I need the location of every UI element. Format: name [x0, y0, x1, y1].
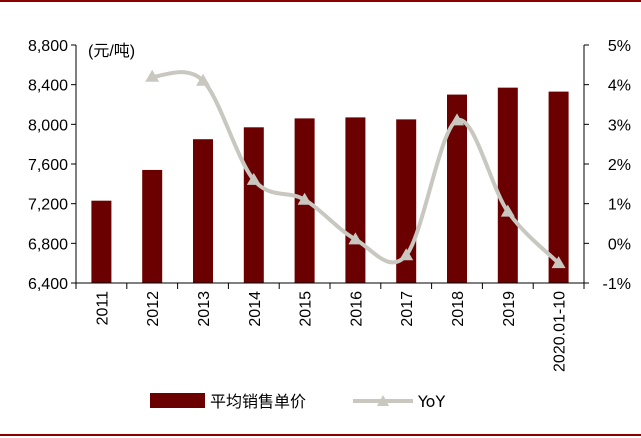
yoy-marker-2015 — [297, 192, 312, 205]
right-axis-ticks: -1% 0% 1% 2% 3% 4% 5% — [584, 38, 631, 293]
x-tick-label: 2012 — [145, 291, 162, 327]
bar-2020.01-10 — [548, 91, 569, 283]
bar-2016 — [345, 117, 366, 284]
yoy-marker-2017 — [399, 248, 414, 261]
top-border — [0, 0, 641, 2]
right-tick-label: 3% — [608, 117, 631, 134]
x-tick-label: 2011 — [94, 291, 111, 326]
right-tick-label: 2% — [608, 157, 631, 174]
bottom-border — [0, 434, 641, 436]
x-tick-label: 2015 — [298, 291, 315, 327]
x-tick-label: 2016 — [348, 291, 365, 327]
left-tick-label: 6,400 — [28, 276, 68, 293]
left-tick-label: 6,800 — [28, 236, 68, 253]
yoy-marker-2013 — [196, 73, 210, 86]
left-axis-unit-label: (元/吨) — [88, 42, 135, 60]
yoy-line — [152, 70, 561, 265]
x-tick-label: 2019 — [501, 291, 518, 327]
right-tick-label: -1% — [603, 276, 631, 293]
yoy-marker-2016 — [348, 232, 363, 245]
legend-bar-swatch — [150, 393, 205, 408]
bar-2013 — [193, 139, 213, 283]
left-tick-label: 8,800 — [28, 38, 68, 55]
yoy-marker-2020.01-10 — [551, 256, 566, 269]
right-tick-label: 4% — [608, 78, 631, 95]
bar-2018 — [447, 94, 467, 283]
yoy-marker-2014 — [246, 172, 261, 185]
bar-2019 — [497, 87, 518, 284]
yoy-marker-2019 — [500, 204, 515, 217]
bar-2014 — [243, 127, 264, 283]
yoy-series — [145, 69, 566, 269]
legend-bar-label: 平均销售单价 — [210, 392, 306, 411]
right-tick-label: 5% — [608, 38, 631, 55]
legend-line-label: YoY — [417, 392, 445, 411]
right-tick-label: 0% — [608, 236, 631, 253]
x-tick-label: 2018 — [450, 291, 467, 327]
bar-2011 — [91, 200, 112, 283]
x-tick-label: 2020.01-10 — [552, 291, 569, 372]
yoy-marker-2018 — [450, 113, 464, 126]
left-tick-label: 8,400 — [28, 78, 68, 95]
x-axis-ticks: 2011 2012 2013 2014 2015 2016 2017 2018 2019 2020… — [75, 283, 585, 372]
x-tick-label: 2013 — [196, 291, 213, 327]
left-tick-label: 8,000 — [28, 117, 68, 134]
left-axis-ticks: 6,400 6,800 7,200 7,600 8,000 8,400 8,800 — [28, 38, 76, 293]
left-tick-label: 7,600 — [28, 157, 68, 174]
x-tick-label: 2017 — [399, 291, 416, 327]
legend-line-marker — [377, 395, 389, 406]
legend: 平均销售单价 YoY — [150, 392, 445, 411]
left-tick-label: 7,200 — [28, 197, 68, 214]
right-tick-label: 1% — [608, 197, 631, 214]
bars — [91, 87, 569, 284]
x-tick-label: 2014 — [247, 291, 264, 327]
yoy-marker-2012 — [145, 69, 160, 82]
bar-2012 — [142, 169, 163, 283]
